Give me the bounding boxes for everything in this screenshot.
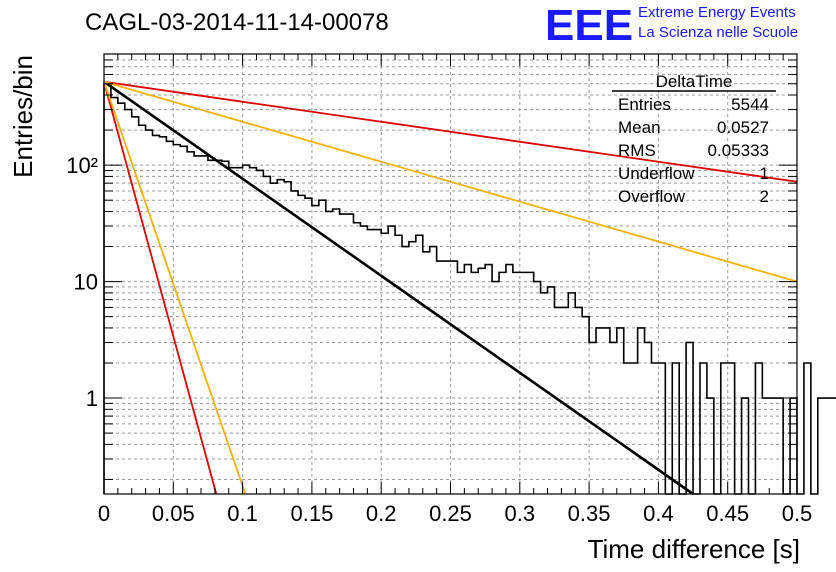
histogram-outline bbox=[103, 82, 836, 495]
y-tick-label: 10 bbox=[74, 270, 98, 295]
x-tick-labels: 0 0.05 0.1 0.15 0.2 0.25 0.3 0.35 0.4 0.45 0.5 bbox=[98, 501, 812, 526]
fit-line-4 bbox=[103, 81, 218, 495]
x-tick-label: 0.1 bbox=[227, 501, 258, 526]
x-tick-label: 0.4 bbox=[643, 501, 674, 526]
x-tick-label: 0.45 bbox=[706, 501, 749, 526]
x-tick-label: 0.5 bbox=[782, 501, 813, 526]
stats-label: RMS bbox=[618, 141, 656, 160]
x-axis-label: Time difference [s] bbox=[588, 534, 800, 564]
y-axis-label: Entries/bin bbox=[8, 55, 38, 178]
x-tick-label: 0 bbox=[98, 501, 110, 526]
stats-label: Overflow bbox=[618, 187, 686, 206]
x-tick-label: 0.15 bbox=[290, 501, 333, 526]
histogram bbox=[103, 82, 836, 495]
y-tick-label: 1 bbox=[86, 386, 98, 411]
stats-box: DeltaTime Entries 5544 Mean 0.0527 RMS 0.0533… bbox=[612, 72, 776, 206]
axis-ticks bbox=[103, 53, 798, 494]
y-tick-label: 10² bbox=[66, 153, 98, 178]
x-tick-label: 0.2 bbox=[366, 501, 397, 526]
fit-line-2 bbox=[103, 80, 798, 183]
stats-label: Underflow bbox=[618, 164, 695, 183]
logo-line2: La Scienza nelle Scuole bbox=[638, 24, 798, 41]
fit-line-3 bbox=[103, 80, 798, 283]
stats-value: 0.05333 bbox=[708, 141, 769, 160]
stats-value: 5544 bbox=[731, 95, 769, 114]
x-tick-label: 0.35 bbox=[568, 501, 611, 526]
logo-line1: Extreme Energy Events bbox=[638, 4, 796, 21]
y-tick-labels: 1 10 10² bbox=[66, 153, 98, 411]
fit-lines bbox=[103, 80, 798, 496]
logo-mark: EEE bbox=[545, 1, 633, 50]
chart-title: CAGL-03-2014-11-14-00078 bbox=[85, 9, 389, 36]
x-tick-label: 0.3 bbox=[505, 501, 536, 526]
fit-line-1 bbox=[103, 80, 694, 496]
stats-value: 0.0527 bbox=[717, 118, 769, 137]
x-tick-label: 0.05 bbox=[152, 501, 195, 526]
eee-logo: EEE Extreme Energy Events La Scienza nel… bbox=[545, 1, 798, 50]
stats-value: 1 bbox=[760, 164, 769, 183]
fit-line-5 bbox=[103, 81, 247, 495]
stats-value: 2 bbox=[760, 187, 769, 206]
stats-label: Entries bbox=[618, 95, 671, 114]
x-tick-label: 0.25 bbox=[429, 501, 472, 526]
stats-label: Mean bbox=[618, 118, 661, 137]
stats-title: DeltaTime bbox=[656, 72, 733, 91]
